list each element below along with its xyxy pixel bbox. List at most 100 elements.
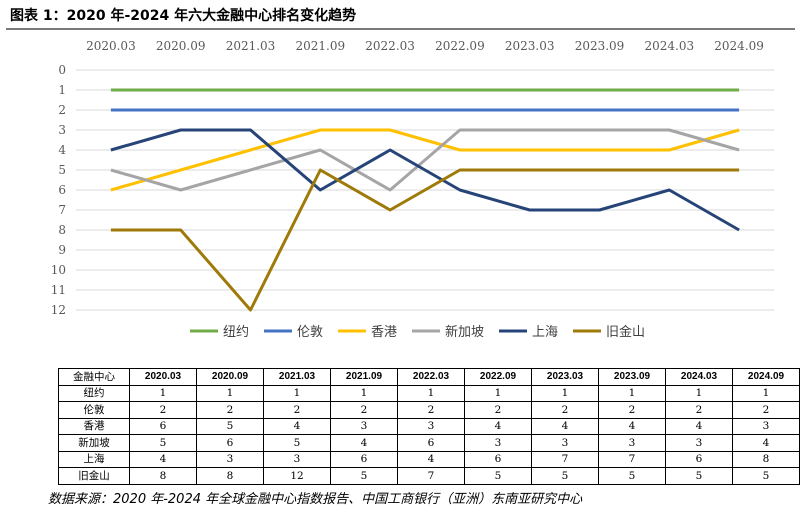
table-row-label: 新加坡 [58,434,130,452]
table-cell: 5 [263,434,331,452]
x-tick-label: 2022.03 [365,39,415,53]
table-cell: 1 [196,384,264,402]
x-tick-label: 2024.03 [644,39,694,53]
table-cell: 5 [464,467,532,485]
table-cell: 4 [665,417,733,435]
table-cell: 7 [531,450,599,468]
table-cell: 8 [129,467,197,485]
table-column-header: 2020.09 [196,368,264,386]
table-cell: 6 [397,434,465,452]
table-cell: 7 [598,450,666,468]
table-cell: 5 [665,467,733,485]
table-cell: 5 [129,434,197,452]
table-cell: 4 [330,434,398,452]
table-cell: 2 [263,401,331,419]
y-tick-label: 10 [51,263,66,277]
table-row: 纽约 1 1 1 1 1 1 1 1 1 1 [58,384,800,402]
table-cell: 5 [732,467,800,485]
table-cell: 4 [397,450,465,468]
table-cell: 2 [531,401,599,419]
table-cell: 2 [732,401,800,419]
table-cell: 4 [598,417,666,435]
table-row: 旧金山 8 8 12 5 7 5 5 5 5 5 [58,467,800,485]
table-column-header: 2023.03 [531,368,599,386]
table-cell: 8 [732,450,800,468]
table-cell: 7 [397,467,465,485]
table-row-label: 上海 [58,450,130,468]
y-tick-label: 0 [58,63,66,77]
y-tick-label: 9 [58,243,66,257]
table-column-header: 2021.03 [263,368,331,386]
table-cell: 1 [732,384,800,402]
table-row-label: 旧金山 [58,467,130,485]
y-tick-label: 11 [51,283,66,297]
table-cell: 6 [464,450,532,468]
table-cell: 2 [330,401,398,419]
table-cell: 5 [598,467,666,485]
table-cell: 3 [196,450,264,468]
ranking-table: 金融中心 2020.03 2020.09 2021.03 2021.09 2022.03… [58,368,800,485]
table-cell: 6 [129,417,197,435]
series-line [110,128,740,192]
table-cell: 5 [330,467,398,485]
table-cell: 12 [263,467,331,485]
legend-label: 香港 [371,325,397,340]
source-note: 数据来源：2020 年-2024 年全球金融中心指数报告、中国工商银行（亚洲）东… [48,492,583,507]
table-cell: 1 [531,384,599,402]
table-row: 香港 6 5 4 3 3 4 4 4 4 3 [58,417,800,435]
table-cell: 6 [330,450,398,468]
line-chart: 0 1 2 3 4 5 6 7 8 9 10 11 12 2020.03 2020.09 2021.03 202… [0,32,801,352]
x-tick-label: 2022.09 [435,39,485,53]
table-row-label: 伦敦 [58,401,130,419]
y-tick-label: 2 [58,103,66,117]
table-row: 新加坡 5 6 5 4 6 3 3 3 3 4 [58,434,800,452]
table-cell: 5 [196,417,264,435]
table-column-header: 2021.09 [330,368,398,386]
table-corner-header: 金融中心 [58,368,130,386]
table-cell: 1 [263,384,331,402]
table-cell: 4 [732,434,800,452]
table-cell: 1 [464,384,532,402]
table-cell: 3 [665,434,733,452]
table-cell: 1 [598,384,666,402]
table-body: 纽约 1 1 1 1 1 1 1 1 1 1 伦敦 2 2 2 2 2 2 2 2 2 2 香港 6 5 4 3 3 4 4 4 4 3 新加坡 5… [58,384,800,485]
y-tick-label: 6 [58,183,66,197]
table-cell: 6 [196,434,264,452]
table-cell: 2 [665,401,733,419]
table-row-label: 香港 [58,417,130,435]
series-line [110,128,740,192]
y-tick-label: 12 [51,303,66,317]
table-cell: 2 [598,401,666,419]
table-cell: 3 [263,450,331,468]
table-cell: 1 [397,384,465,402]
table-row: 伦敦 2 2 2 2 2 2 2 2 2 2 [58,401,800,419]
table-cell: 2 [196,401,264,419]
table-cell: 6 [665,450,733,468]
table-cell: 5 [531,467,599,485]
table-column-header: 2024.03 [665,368,733,386]
legend-label: 伦敦 [297,324,323,340]
y-tick-label: 8 [58,223,66,237]
table-cell: 3 [531,434,599,452]
table-column-header: 2024.09 [732,368,800,386]
table-cell: 1 [665,384,733,402]
legend-label: 纽约 [223,325,249,340]
table-column-header: 2022.03 [397,368,465,386]
table-cell: 1 [129,384,197,402]
legend-label: 新加坡 [445,324,484,340]
y-tick-label: 3 [58,123,66,137]
table-cell: 8 [196,467,264,485]
table-cell: 3 [330,417,398,435]
table-cell: 3 [397,417,465,435]
y-tick-label: 1 [58,83,66,97]
table-cell: 3 [598,434,666,452]
table-cell: 3 [464,434,532,452]
table-cell: 4 [263,417,331,435]
series-line [110,168,740,312]
legend-label: 旧金山 [606,324,645,340]
series-line [110,128,740,232]
legend-label: 上海 [532,325,558,340]
x-tick-label: 2021.09 [295,39,345,53]
x-tick-label: 2020.09 [156,39,206,53]
